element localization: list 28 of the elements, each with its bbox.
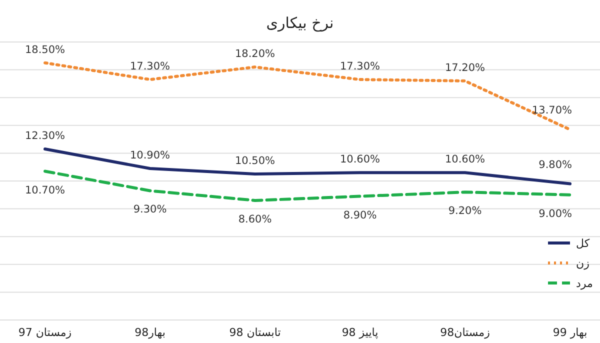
chart-title: نرخ بیکاری [266,14,334,32]
data-label: 8.90% [343,209,377,222]
data-label: 9.20% [448,205,482,218]
data-label: 17.30% [130,60,170,73]
data-label: 17.30% [340,60,380,73]
x-tick-label: پاییز 98 [342,326,378,339]
data-label: 9.30% [133,204,167,216]
data-label: 18.50% [24,44,66,56]
data-label: 10.60% [340,154,380,166]
x-tick-label: بهار 99 [552,326,588,339]
data-label: 12.30% [24,130,66,142]
data-label: 9.00% [538,208,572,220]
x-tick-label: زمستان 97 [18,326,72,339]
legend-label: کل [576,237,590,250]
data-label: 8.60% [238,213,272,226]
data-label: 13.70% [532,104,572,117]
data-label: 18.20% [234,48,276,60]
data-label: 10.60% [444,154,486,166]
data-label: 9.80% [538,158,572,171]
x-tick-label: تابستان 98 [229,326,281,339]
data-label: 10.50% [234,155,276,168]
data-label: 10.70% [24,184,66,196]
x-tick-label: بهار98 [134,326,166,339]
data-label: 10.90% [130,149,170,162]
legend-label: زن [576,257,590,270]
legend-label: مرد [576,277,593,290]
x-tick-label: زمستان98 [440,326,490,339]
data-label: 17.20% [444,62,486,74]
